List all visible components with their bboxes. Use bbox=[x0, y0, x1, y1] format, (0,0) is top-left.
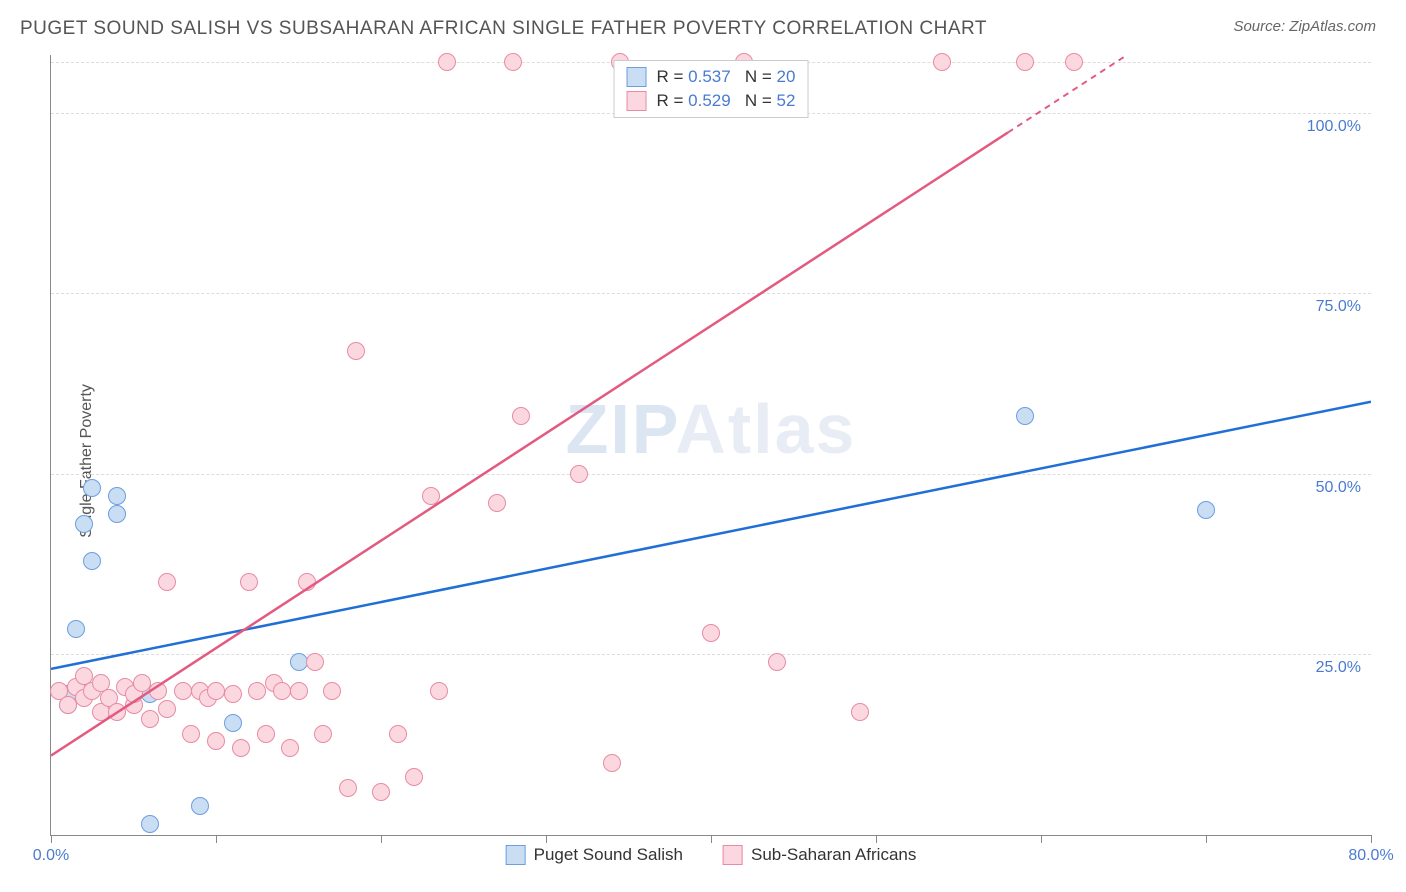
data-point-ssa bbox=[290, 682, 308, 700]
watermark-zip: ZIP bbox=[566, 390, 676, 468]
data-point-puget bbox=[108, 487, 126, 505]
data-point-ssa bbox=[768, 653, 786, 671]
data-point-ssa bbox=[372, 783, 390, 801]
plot-area: ZIPAtlas R = 0.537 N = 20 R = 0.529 N = 5… bbox=[50, 55, 1371, 836]
data-point-ssa bbox=[298, 573, 316, 591]
x-tick-label: 80.0% bbox=[1348, 847, 1393, 865]
x-tick bbox=[711, 835, 712, 843]
x-tick-label: 0.0% bbox=[33, 847, 69, 865]
gridline bbox=[51, 654, 1371, 655]
trend-line-ssa bbox=[51, 132, 1008, 755]
data-point-ssa bbox=[504, 53, 522, 71]
x-tick bbox=[216, 835, 217, 843]
correlation-text-ssa: R = 0.529 N = 52 bbox=[657, 91, 796, 111]
gridline bbox=[51, 474, 1371, 475]
data-point-ssa bbox=[207, 682, 225, 700]
data-point-ssa bbox=[182, 725, 200, 743]
data-point-ssa bbox=[488, 494, 506, 512]
data-point-ssa bbox=[570, 465, 588, 483]
legend-swatch-bottom-puget bbox=[506, 845, 526, 865]
data-point-puget bbox=[83, 552, 101, 570]
data-point-ssa bbox=[702, 624, 720, 642]
data-point-ssa bbox=[257, 725, 275, 743]
data-point-ssa bbox=[1065, 53, 1083, 71]
data-point-puget bbox=[141, 815, 159, 833]
legend-item-puget: Puget Sound Salish bbox=[506, 845, 683, 865]
data-point-ssa bbox=[347, 342, 365, 360]
legend-item-ssa: Sub-Saharan Africans bbox=[723, 845, 916, 865]
data-point-ssa bbox=[1016, 53, 1034, 71]
data-point-ssa bbox=[59, 696, 77, 714]
legend-swatch-bottom-ssa bbox=[723, 845, 743, 865]
data-point-ssa bbox=[933, 53, 951, 71]
data-point-ssa bbox=[158, 573, 176, 591]
gridline bbox=[51, 293, 1371, 294]
x-tick bbox=[1041, 835, 1042, 843]
data-point-ssa bbox=[141, 710, 159, 728]
x-tick bbox=[1206, 835, 1207, 843]
data-point-ssa bbox=[389, 725, 407, 743]
chart-title: PUGET SOUND SALISH VS SUBSAHARAN AFRICAN… bbox=[20, 18, 987, 40]
data-point-ssa bbox=[232, 739, 250, 757]
data-point-puget bbox=[75, 515, 93, 533]
data-point-ssa bbox=[108, 703, 126, 721]
correlation-row-puget: R = 0.537 N = 20 bbox=[627, 65, 796, 89]
data-point-ssa bbox=[133, 674, 151, 692]
legend-label-ssa: Sub-Saharan Africans bbox=[751, 845, 916, 865]
watermark: ZIPAtlas bbox=[566, 389, 857, 469]
data-point-ssa bbox=[207, 732, 225, 750]
data-point-ssa bbox=[405, 768, 423, 786]
correlation-row-ssa: R = 0.529 N = 52 bbox=[627, 89, 796, 113]
source-attribution: Source: ZipAtlas.com bbox=[1233, 18, 1376, 35]
watermark-atlas: Atlas bbox=[675, 390, 856, 468]
chart-container: Single Father Poverty ZIPAtlas R = 0.537… bbox=[20, 50, 1386, 872]
x-tick bbox=[51, 835, 52, 843]
y-tick-label: 25.0% bbox=[1316, 659, 1361, 677]
y-tick-label: 50.0% bbox=[1316, 479, 1361, 497]
x-tick bbox=[1371, 835, 1372, 843]
data-point-puget bbox=[108, 505, 126, 523]
legend-swatch-puget bbox=[627, 67, 647, 87]
data-point-ssa bbox=[314, 725, 332, 743]
data-point-ssa bbox=[224, 685, 242, 703]
data-point-ssa bbox=[273, 682, 291, 700]
data-point-ssa bbox=[603, 754, 621, 772]
data-point-ssa bbox=[248, 682, 266, 700]
legend-swatch-ssa bbox=[627, 91, 647, 111]
data-point-ssa bbox=[422, 487, 440, 505]
data-point-puget bbox=[191, 797, 209, 815]
x-tick bbox=[546, 835, 547, 843]
data-point-ssa bbox=[240, 573, 258, 591]
y-tick-label: 75.0% bbox=[1316, 298, 1361, 316]
data-point-puget bbox=[290, 653, 308, 671]
data-point-ssa bbox=[149, 682, 167, 700]
data-point-puget bbox=[1016, 407, 1034, 425]
y-tick-label: 100.0% bbox=[1307, 118, 1361, 136]
data-point-ssa bbox=[174, 682, 192, 700]
correlation-text-puget: R = 0.537 N = 20 bbox=[657, 67, 796, 87]
correlation-legend: R = 0.537 N = 20 R = 0.529 N = 52 bbox=[614, 60, 809, 118]
data-point-ssa bbox=[281, 739, 299, 757]
data-point-ssa bbox=[438, 53, 456, 71]
trend-lines-layer bbox=[51, 55, 1371, 835]
data-point-ssa bbox=[512, 407, 530, 425]
data-point-ssa bbox=[339, 779, 357, 797]
data-point-ssa bbox=[430, 682, 448, 700]
data-point-ssa bbox=[851, 703, 869, 721]
legend-label-puget: Puget Sound Salish bbox=[534, 845, 683, 865]
series-legend: Puget Sound Salish Sub-Saharan Africans bbox=[506, 845, 917, 865]
data-point-puget bbox=[1197, 501, 1215, 519]
data-point-puget bbox=[67, 620, 85, 638]
data-point-ssa bbox=[323, 682, 341, 700]
data-point-ssa bbox=[306, 653, 324, 671]
x-tick bbox=[381, 835, 382, 843]
data-point-puget bbox=[224, 714, 242, 732]
x-tick bbox=[876, 835, 877, 843]
data-point-ssa bbox=[158, 700, 176, 718]
data-point-puget bbox=[83, 479, 101, 497]
